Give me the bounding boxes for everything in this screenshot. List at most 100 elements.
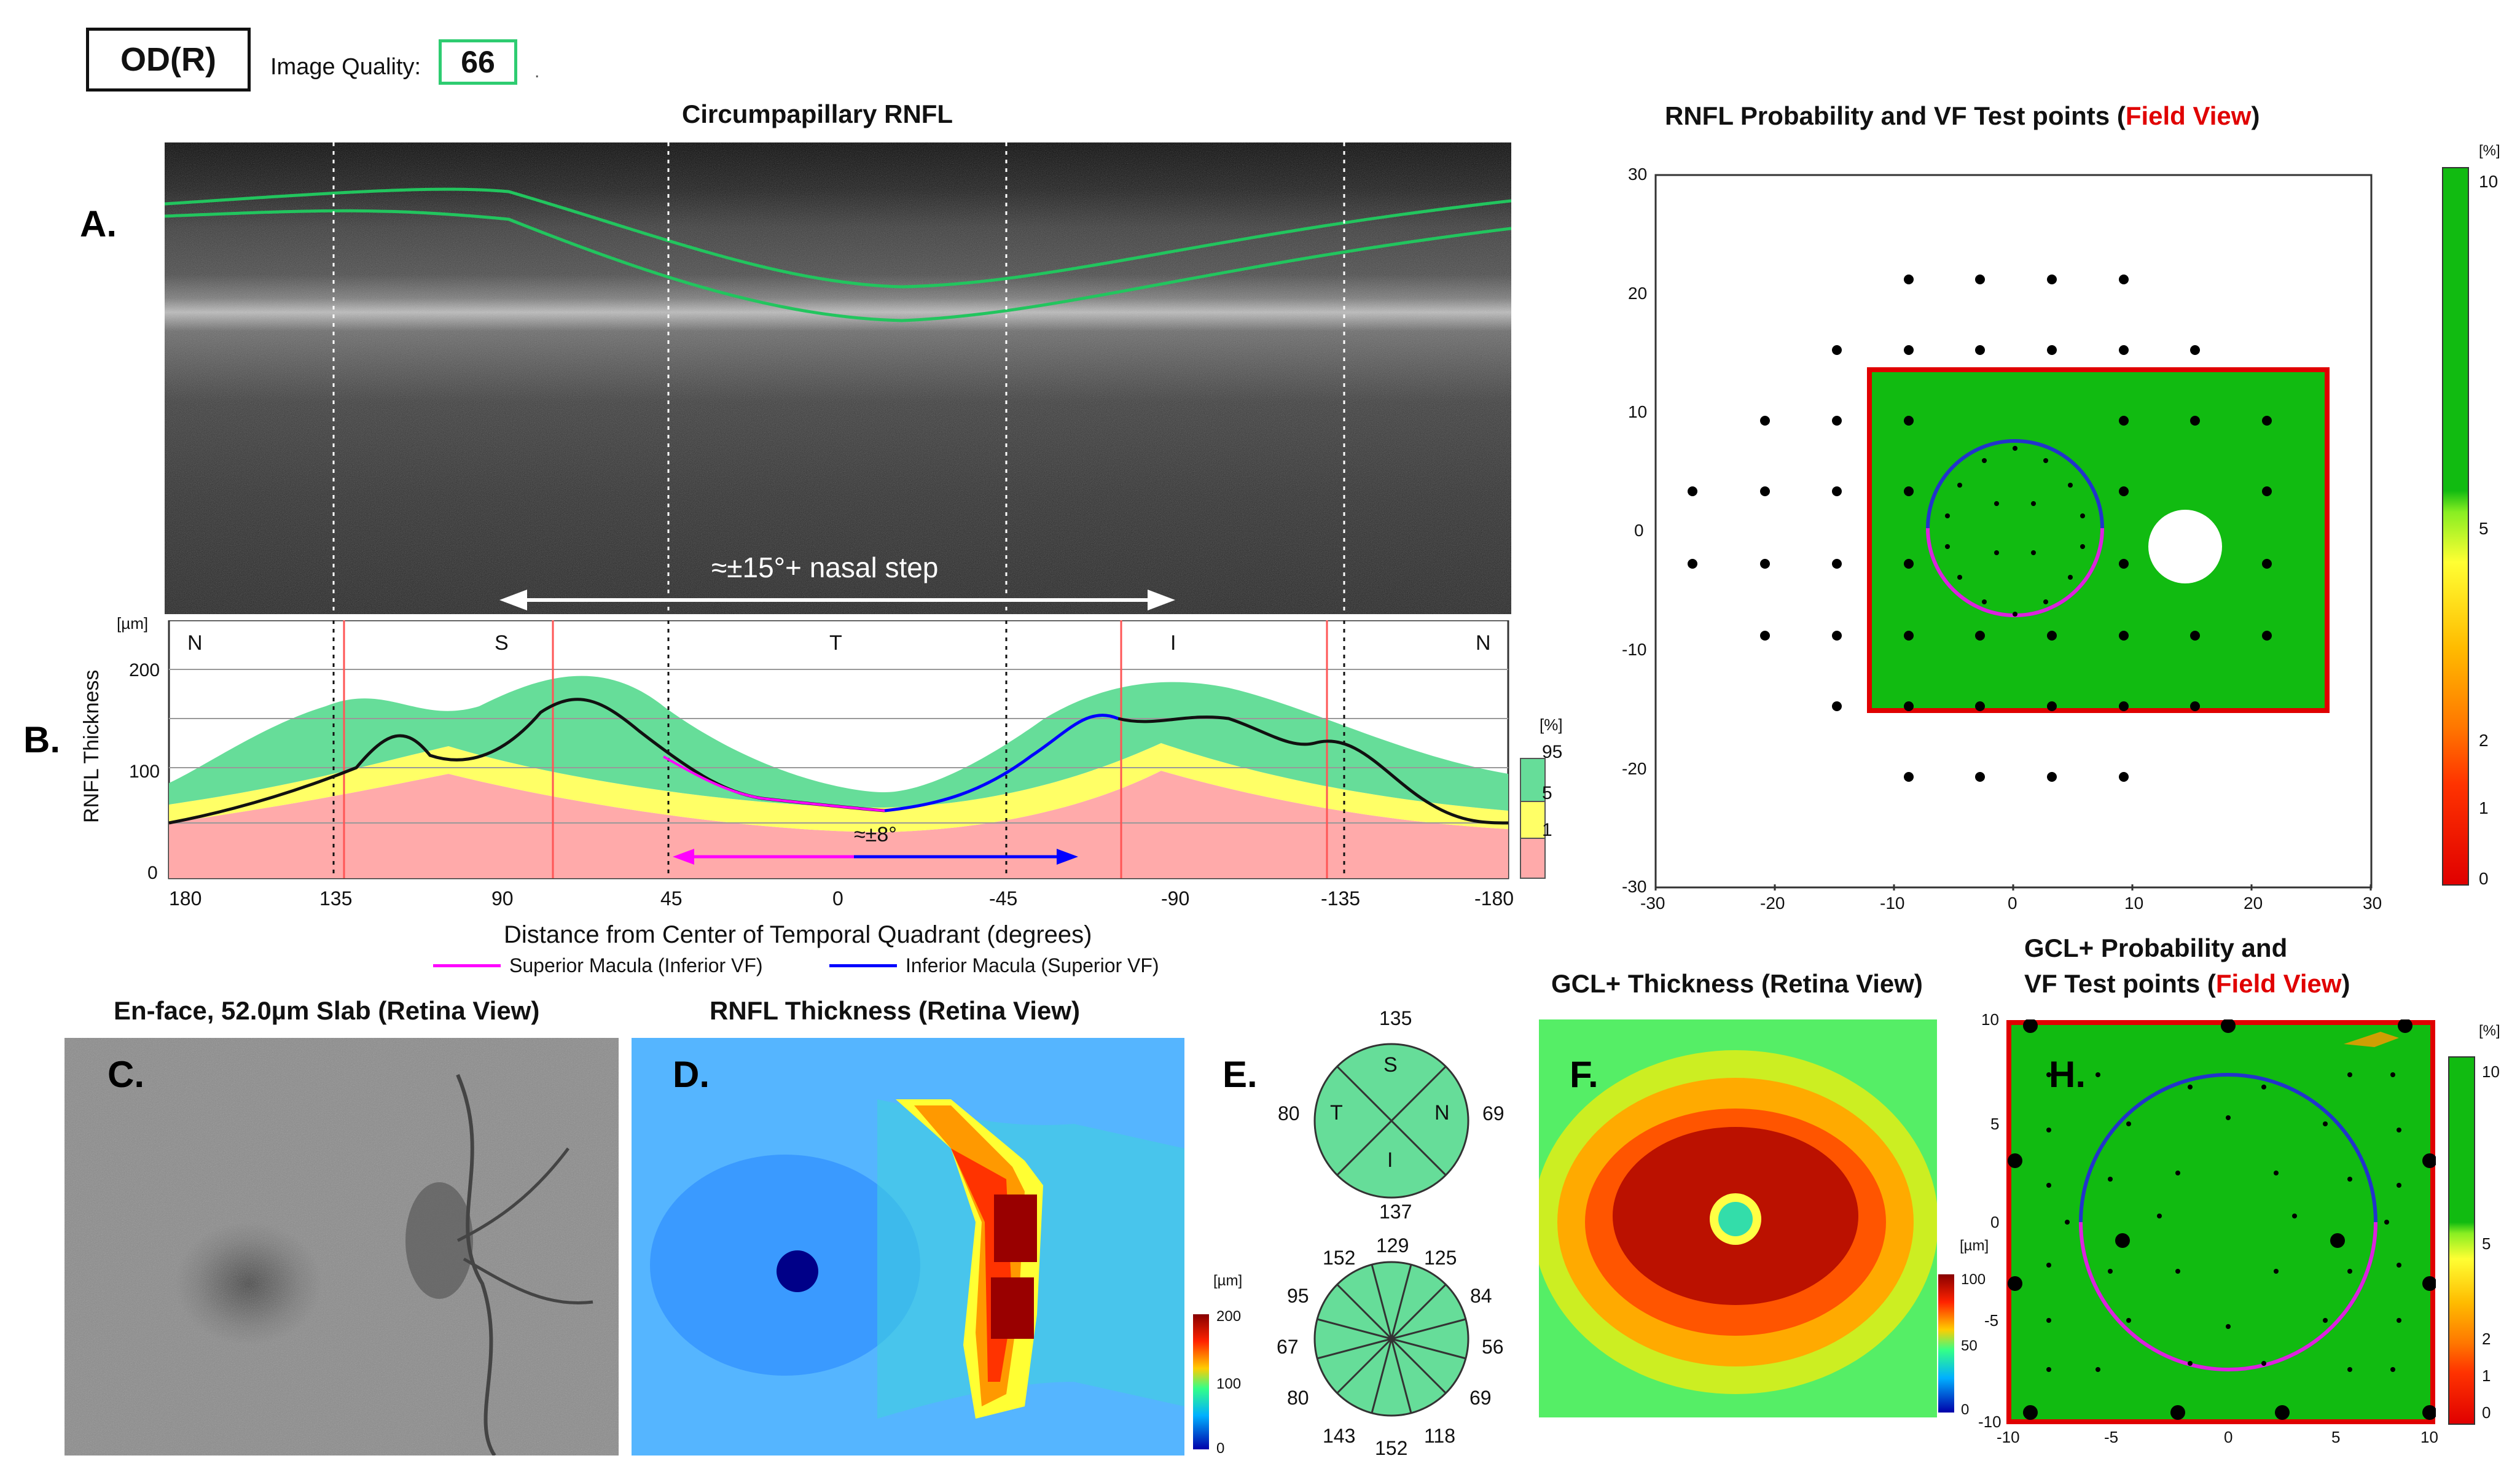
- quadrant-circle: [1313, 1043, 1469, 1199]
- panel-d-tick-200: 200: [1216, 1308, 1242, 1325]
- panel-g-title-main: RNFL Probability and VF Test points (: [1665, 101, 2126, 130]
- clock-value-8: 80: [1287, 1387, 1309, 1409]
- h-cbar-1: 1: [2482, 1366, 2491, 1385]
- panel-f-letter: F.: [1570, 1054, 1598, 1095]
- x-tick-0: 0: [832, 887, 843, 910]
- panel-c-title: En-face, 52.0µm Slab (Retina View): [114, 996, 540, 1025]
- panel-g-title-red: Field View: [2125, 101, 2252, 130]
- panel-c-letter: C.: [108, 1054, 144, 1095]
- panel-d-letter: D.: [673, 1054, 710, 1095]
- panel-h-letter: H.: [2049, 1054, 2086, 1095]
- h-y-tick-5: 5: [1990, 1115, 2000, 1133]
- panel-d-tick-100: 100: [1216, 1376, 1242, 1392]
- h-y-tick-10: 10: [1981, 1010, 1999, 1029]
- panel-f-tick-50: 50: [1961, 1338, 1978, 1354]
- rnfl-probability-colorbar: [2442, 167, 2469, 886]
- h-x-tick-m10: -10: [1997, 1428, 2020, 1446]
- clock-value-5: 118: [1424, 1425, 1456, 1447]
- clock-value-10: 95: [1287, 1285, 1309, 1307]
- legend-inferior-macula: Inferior Macula (Superior VF): [829, 953, 1159, 978]
- quadrant-value-top: 135: [1379, 1007, 1412, 1029]
- h-x-tick-5: 5: [2331, 1428, 2341, 1446]
- g-x-tick-m30: -30: [1640, 894, 1665, 913]
- g-y-tick-0: 0: [1634, 521, 1644, 540]
- panel-b-y-unit: [µm]: [117, 614, 149, 633]
- clock-hour-circle: [1313, 1261, 1469, 1417]
- y-tick-200: 200: [129, 660, 160, 680]
- panel-f-tick-100: 100: [1961, 1271, 1986, 1288]
- quadrant-s: S: [495, 631, 509, 655]
- g-cbar-5: 5: [2479, 519, 2489, 538]
- g-cbar-1: 1: [2479, 798, 2489, 817]
- rnfl-colorbar: [1193, 1314, 1209, 1449]
- panel-h-title-red: Field View: [2215, 969, 2342, 998]
- clock-value-6: 152: [1375, 1437, 1408, 1459]
- gcl-probability-colorbar: [2448, 1056, 2475, 1425]
- g-y-tick-20: 20: [1628, 284, 1648, 303]
- h-cbar-5: 5: [2482, 1234, 2491, 1253]
- trailing-mark: .: [534, 61, 540, 82]
- rnfl-thickness-map: [632, 1038, 1184, 1456]
- gcl-vf-test-points: [2008, 1019, 2436, 1420]
- panel-f-title: GCL+ Thickness (Retina View): [1551, 969, 1923, 998]
- quadrant-label-s: S: [1383, 1053, 1398, 1077]
- panel-b-colorbar-unit: [%]: [1540, 715, 1563, 734]
- clock-value-2: 84: [1470, 1285, 1492, 1307]
- quadrant-value-bottom: 137: [1379, 1201, 1412, 1223]
- panel-f-colorbar-unit: [µm]: [1960, 1237, 1989, 1254]
- colorbar-tick-5: 5: [1542, 783, 1552, 803]
- panel-d-tick-0: 0: [1216, 1440, 1225, 1457]
- g-y-tick-m30: -30: [1622, 877, 1647, 896]
- rnfl-profile-chart: [168, 620, 1546, 879]
- colorbar-tick-95: 95: [1542, 742, 1563, 762]
- vf-test-points: [1688, 275, 2272, 782]
- h-cbar-10: 10: [2482, 1062, 2500, 1081]
- g-cbar-2: 2: [2479, 731, 2489, 750]
- clock-value-12: 129: [1376, 1234, 1409, 1257]
- panel-h-colorbar-unit: [%]: [2479, 1023, 2500, 1039]
- panel-d-title: RNFL Thickness (Retina View): [710, 996, 1080, 1025]
- panel-b-annotation: ≈±8°: [854, 823, 897, 846]
- quadrant-n-right: N: [1476, 631, 1491, 655]
- g-x-tick-20: 20: [2244, 894, 2263, 913]
- quadrant-value-left: 80: [1278, 1102, 1300, 1124]
- panel-g-title: RNFL Probability and VF Test points (Fie…: [1665, 101, 2260, 131]
- g-cbar-0: 0: [2479, 869, 2489, 888]
- clock-value-11: 152: [1323, 1247, 1356, 1269]
- quadrant-t: T: [829, 631, 842, 655]
- eye-label: OD(R): [86, 28, 251, 92]
- enface-image: [65, 1038, 619, 1456]
- clock-value-1: 125: [1424, 1247, 1457, 1269]
- g-y-tick-m20: -20: [1622, 759, 1647, 778]
- x-tick-m135: -135: [1321, 887, 1361, 910]
- g-y-tick-10: 10: [1628, 402, 1648, 421]
- g-x-tick-30: 30: [2363, 894, 2382, 913]
- x-tick-135: 135: [319, 887, 353, 910]
- panel-e-letter: E.: [1223, 1054, 1258, 1095]
- panel-b-x-label: Distance from Center of Temporal Quadran…: [504, 921, 1092, 948]
- panel-a-title: Circumpapillary RNFL: [682, 99, 953, 128]
- image-quality-value: 66: [439, 39, 517, 85]
- x-tick-m90: -90: [1161, 887, 1190, 910]
- rnfl-probability-vf-plot: [1654, 174, 2373, 890]
- clock-value-4: 69: [1469, 1387, 1492, 1409]
- quadrant-n-left: N: [187, 631, 203, 655]
- quadrant-label-n: N: [1434, 1101, 1450, 1124]
- legend-label-inferior: Inferior Macula (Superior VF): [906, 954, 1159, 976]
- h-x-tick-0: 0: [2224, 1428, 2233, 1446]
- panel-h-title-end: ): [2341, 969, 2350, 998]
- x-tick-180: 180: [169, 887, 202, 910]
- panel-f-tick-0: 0: [1961, 1401, 1970, 1418]
- g-x-tick-0: 0: [2008, 894, 2017, 913]
- h-y-tick-0: 0: [1990, 1213, 2000, 1231]
- panel-h-title-line2: VF Test points (Field View): [2024, 969, 2350, 999]
- h-y-tick-m10: -10: [1978, 1413, 2002, 1431]
- clock-value-9: 67: [1277, 1336, 1299, 1358]
- h-y-tick-m5: -5: [1984, 1311, 1999, 1330]
- panel-a-annotation: ≈±15°+ nasal step: [711, 551, 939, 583]
- g-x-tick-m10: -10: [1880, 894, 1905, 913]
- panel-g-colorbar-unit: [%]: [2479, 142, 2500, 159]
- legend-label-superior: Superior Macula (Inferior VF): [509, 954, 763, 976]
- x-tick-m45: -45: [989, 887, 1018, 910]
- y-tick-100: 100: [129, 762, 160, 782]
